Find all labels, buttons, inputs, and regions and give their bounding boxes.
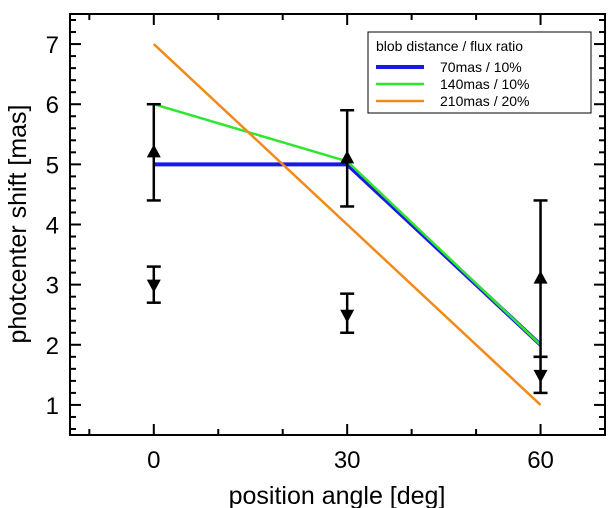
y-tick-label: 4 xyxy=(46,213,59,240)
tick-labels: 1 2 3 4 5 6 7 0 30 60 xyxy=(46,32,554,474)
x-tick-label: 30 xyxy=(334,447,361,474)
y-tick-label: 5 xyxy=(46,152,59,179)
data-markers xyxy=(146,144,548,383)
y-tick-label: 2 xyxy=(46,333,59,360)
y-tick-label: 3 xyxy=(46,273,59,300)
triangle-up-marker xyxy=(533,270,548,284)
y-tick-label: 6 xyxy=(46,92,59,119)
series-line xyxy=(152,43,542,406)
triangle-down-marker xyxy=(340,309,355,323)
x-axis-title: position angle [deg] xyxy=(229,482,446,508)
legend: blob distance / flux ratio 70mas / 10%14… xyxy=(367,31,592,114)
triangle-up-marker xyxy=(146,144,161,158)
legend-title: blob distance / flux ratio xyxy=(376,38,523,54)
axis-ticks xyxy=(70,14,606,435)
error-bars xyxy=(146,102,548,395)
x-tick-label: 60 xyxy=(527,447,554,474)
y-tick-label: 7 xyxy=(46,32,59,59)
legend-box xyxy=(367,31,592,114)
y-tick-label: 1 xyxy=(46,393,59,420)
triangle-up-marker xyxy=(340,150,355,164)
x-tick-label: 0 xyxy=(147,447,160,474)
legend-label: 140mas / 10% xyxy=(440,76,530,92)
triangle-down-marker xyxy=(146,279,161,293)
triangle-down-marker xyxy=(533,369,548,383)
legend-label: 210mas / 20% xyxy=(440,93,530,109)
legend-label: 70mas / 10% xyxy=(440,59,522,75)
y-axis-title: photcenter shift [mas] xyxy=(4,104,32,343)
